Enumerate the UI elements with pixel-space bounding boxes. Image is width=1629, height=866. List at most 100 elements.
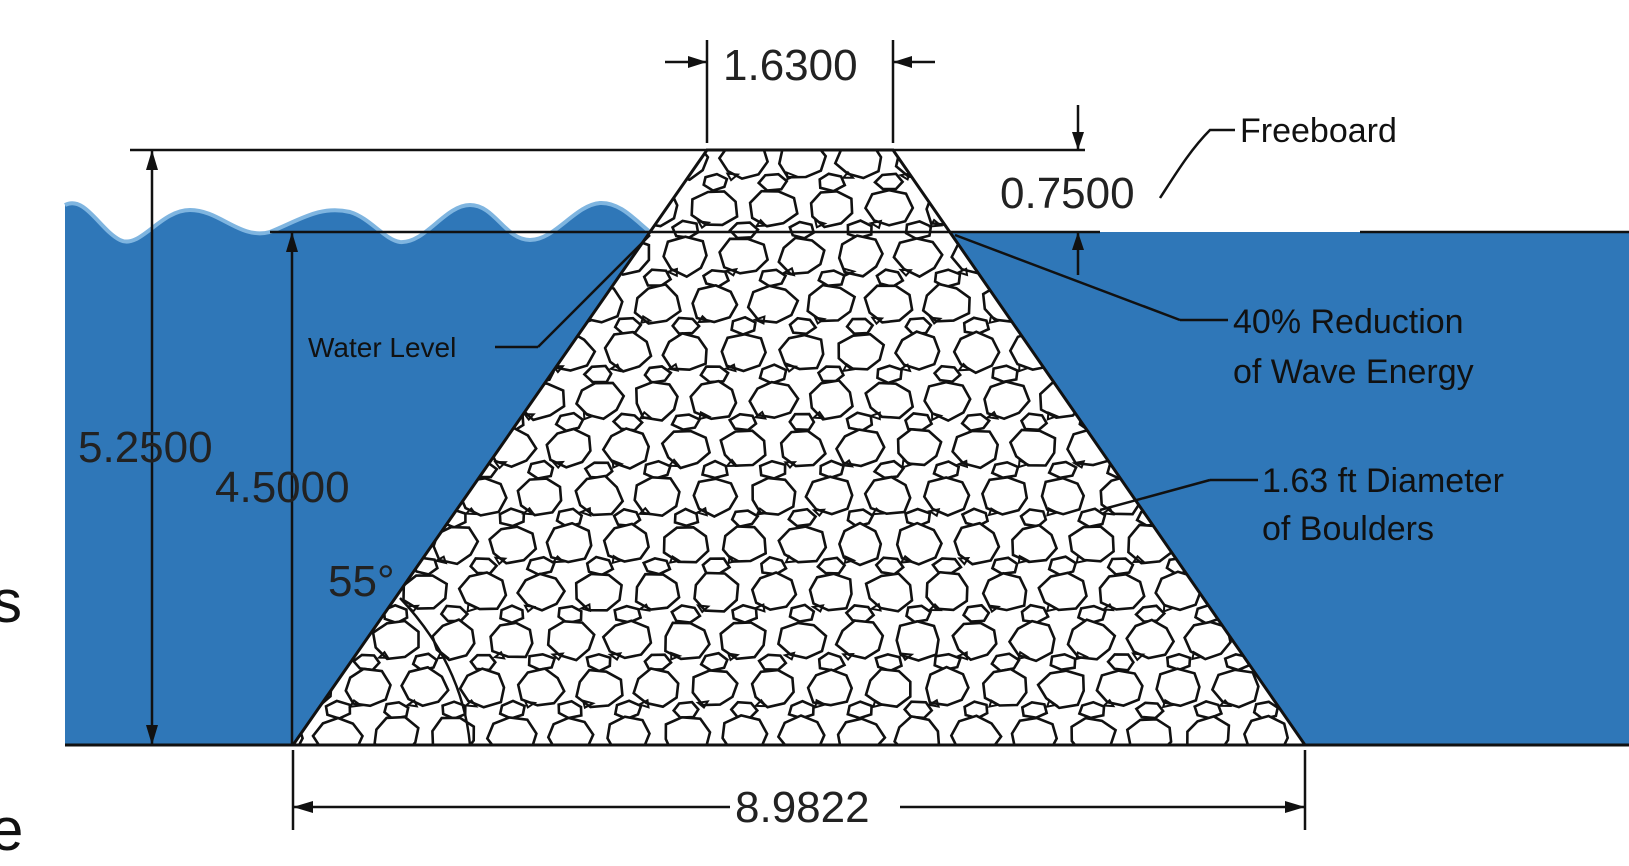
boulder [863,188,915,227]
boulder-chip [871,699,885,709]
boulder [895,620,940,662]
water-depth-dimension: 4.5000 [215,232,350,745]
boulder-chip [609,172,624,182]
boulder [574,381,626,421]
boulder [498,699,527,720]
boulder [642,459,672,480]
boulder-callout: 1.63 ft Diameter of Boulders [1099,462,1504,548]
boulder-chip [754,218,768,228]
boulder [874,653,904,673]
boulder [1007,619,1056,663]
boulder [689,379,738,421]
boulder-chip [813,219,828,229]
boulder-chip [841,362,857,373]
freeboard-dimension: 0.7500 Freeboard [1000,105,1397,275]
boulder-chip [522,413,536,422]
boulder [788,603,816,623]
boulder [603,150,652,179]
boulder [925,665,970,707]
boulder [633,282,682,325]
boulder [587,750,612,766]
boulder [601,427,651,470]
boulder-chip [1220,219,1233,229]
boulder-chip [957,170,972,180]
boulder-chip [404,220,419,230]
boulder [298,749,321,766]
boulder [834,619,885,660]
boulder-chip [1045,698,1059,709]
boulder [933,652,962,672]
boulder [661,331,708,372]
boulder [1077,700,1106,720]
boulder [485,716,538,745]
boulder-chip [752,603,766,613]
boulder [809,189,854,229]
boulder [1036,669,1086,710]
boulder [344,667,392,708]
boulder-chip [987,699,1002,708]
boulder [526,459,555,480]
boulder [904,412,934,432]
boulder-chip [697,410,712,421]
boulder [662,525,710,564]
boulder-chip [1250,171,1263,181]
boulder [499,604,525,625]
boulder-chip [695,604,711,614]
freeboard-value: 0.7500 [1000,169,1135,218]
boulder [922,476,971,517]
boulder [756,172,789,192]
boulder [961,603,991,623]
boulder [1077,507,1107,529]
boulder [864,381,915,420]
boulder-chip [638,410,653,420]
boulder [557,699,583,720]
boulder-chip [1131,554,1147,564]
boulder [1068,525,1115,563]
boulder-label-line1: 1.63 ft Diameter [1262,462,1504,500]
boulder [951,621,998,662]
boulder-chip [783,461,798,470]
boulder [777,236,826,276]
boulder [1165,750,1192,766]
boulder-chip [611,459,625,469]
boulder [1224,751,1250,767]
boulder-chip [582,410,596,421]
boulder-chip [493,460,508,470]
boulder-chip [987,604,1001,614]
boulder-chip [637,506,653,516]
boulder [373,715,420,745]
boulder-chip [1274,219,1288,229]
boulder [671,316,701,335]
boulder-chip [1135,750,1144,756]
boulder [902,700,934,720]
boulder-chip [696,314,711,324]
boulder-chip [670,651,683,661]
boulder [702,172,729,193]
boulder [554,411,585,433]
boulder [324,699,352,720]
boulder [787,507,818,528]
boulder [818,749,843,766]
boulder [863,475,912,516]
boulder [400,665,450,708]
boulder-chip [405,698,419,708]
boulder-chip [987,507,1001,517]
boulder [293,150,307,181]
boulder [431,618,476,662]
boulder [691,669,739,707]
boulder [952,330,1001,375]
boulder [1125,618,1176,660]
boulder [874,556,905,576]
boulder-chip [723,267,739,277]
boulder-chip [898,363,912,373]
boulder-chip [1160,218,1175,228]
boulder [488,525,538,565]
boulder-chip [727,554,740,565]
boulder-chip [1101,698,1116,708]
boulder [981,475,1029,516]
boulder [788,316,818,336]
boulder-chip [726,652,740,662]
boulder-chip [811,410,826,420]
boulder [776,714,826,745]
